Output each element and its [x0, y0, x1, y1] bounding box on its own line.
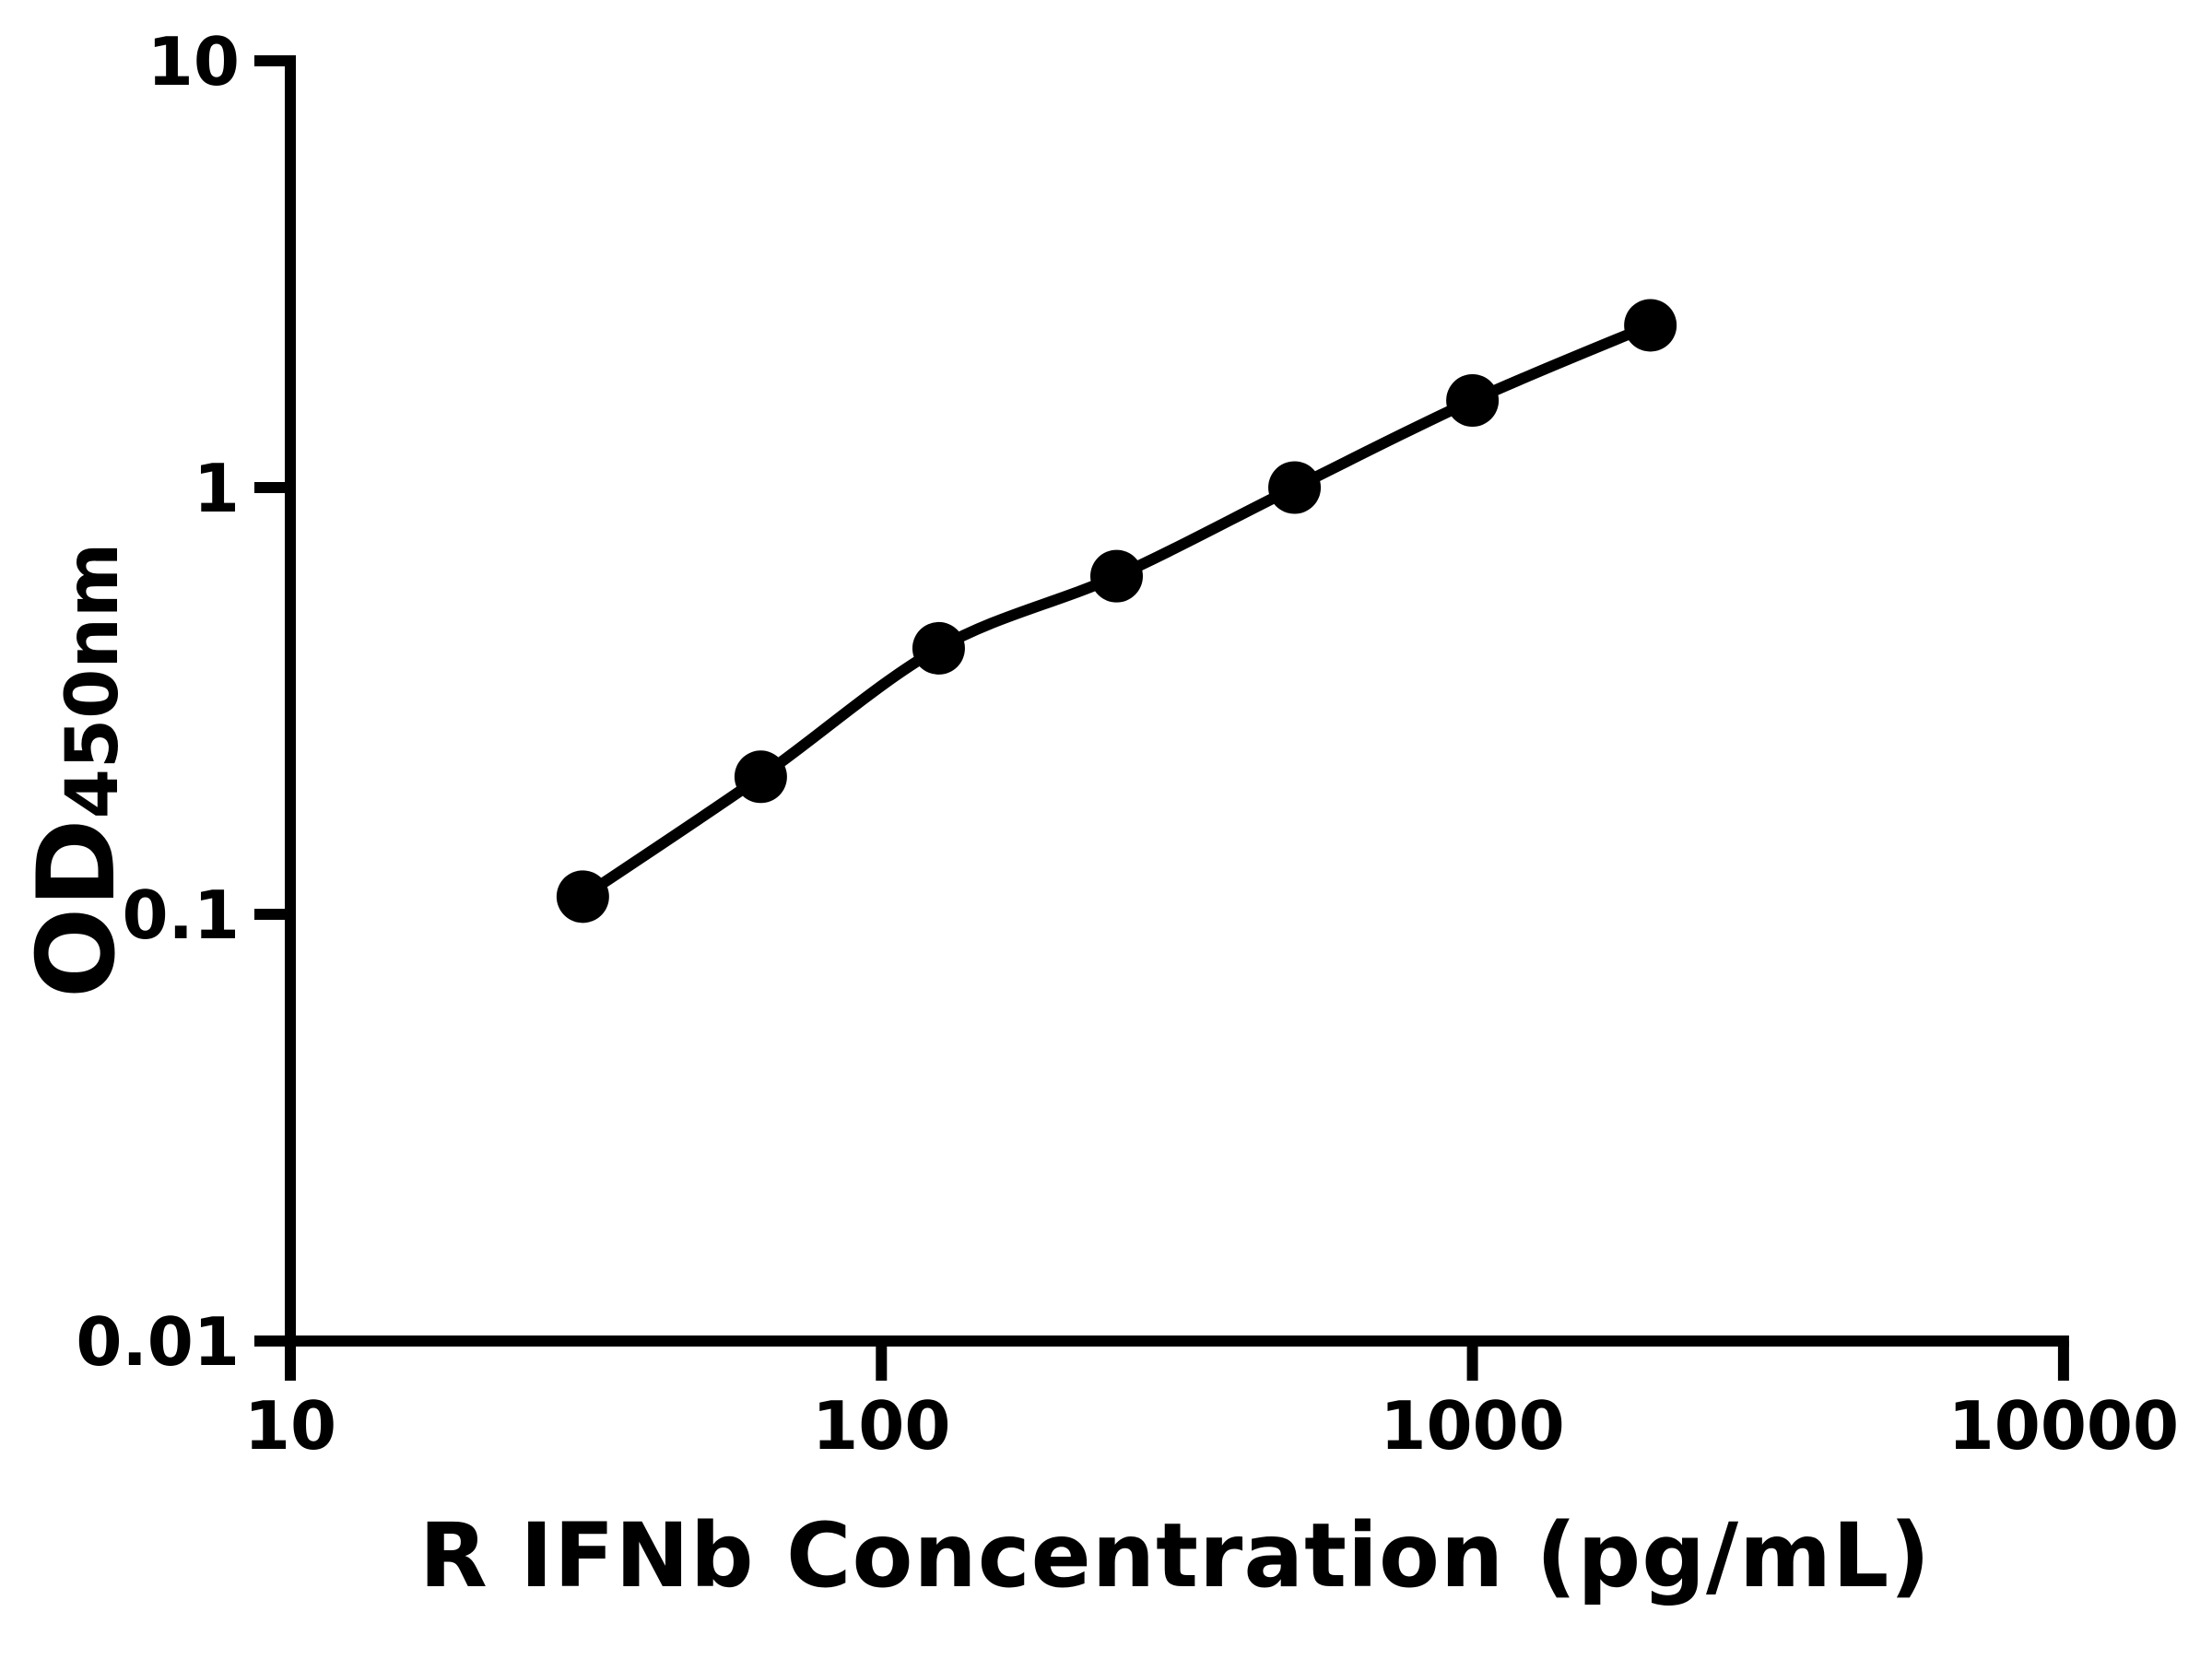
y-tick-label: 0.1 [122, 877, 240, 954]
y-axis-title-subscript: 450nm [52, 542, 135, 819]
x-tick-label: 1000 [1380, 1387, 1564, 1465]
data-point [1089, 549, 1143, 603]
y-tick-label: 0.01 [76, 1303, 240, 1381]
data-point [912, 621, 965, 675]
axis-tick-labels: 0.01 0.1 1 10 10 100 1000 10000 [76, 23, 2179, 1465]
y-axis-title: OD450nm [15, 543, 139, 999]
data-point [1624, 299, 1677, 352]
y-tick-label: 10 [147, 23, 240, 100]
x-tick-label: 100 [812, 1387, 950, 1465]
data-point [734, 750, 787, 804]
axis-ticks [254, 55, 2069, 1381]
data-series [556, 299, 1677, 924]
y-axis-title-main: OD [15, 818, 139, 999]
x-tick-label: 10000 [1948, 1387, 2180, 1465]
data-point [1268, 461, 1322, 514]
data-point [1446, 373, 1500, 427]
y-tick-label: 1 [194, 450, 240, 527]
x-axis-title: R IFNb Concentration (pg/mL) [418, 1504, 1932, 1607]
x-tick-label: 10 [244, 1387, 336, 1465]
data-point [556, 870, 609, 924]
axes [285, 55, 2069, 1347]
